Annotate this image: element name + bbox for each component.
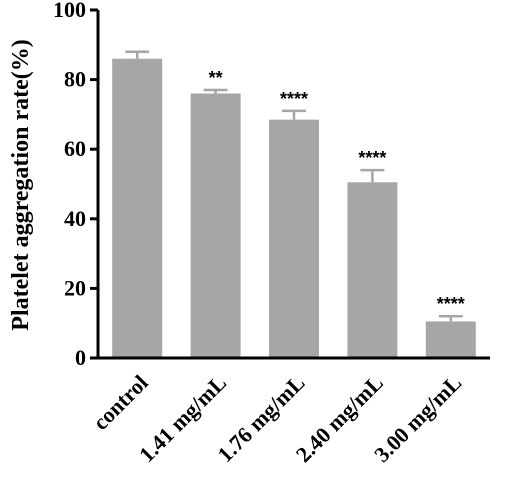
significance-label-4: ****	[437, 294, 465, 314]
category-label-0: control	[88, 370, 153, 435]
y-axis: 0 20 40 60 80 100	[53, 0, 100, 370]
significance-group: **************	[209, 68, 465, 314]
bars-group	[112, 58, 476, 359]
bar-3	[347, 182, 398, 358]
bar-0	[112, 58, 163, 358]
bar-2	[269, 119, 319, 359]
significance-label-2: ****	[280, 89, 308, 109]
y-tick-label-1: 20	[64, 275, 86, 300]
y-axis-label: Platelet aggregation rate(%)	[8, 39, 34, 330]
error-bars-group	[125, 50, 463, 322]
y-tick-label-3: 60	[64, 136, 86, 161]
y-tick-label-5: 100	[53, 0, 86, 22]
y-tick-label-2: 40	[64, 206, 86, 231]
y-tick-label-4: 80	[64, 67, 86, 92]
y-tick-label-0: 0	[75, 345, 86, 370]
bar-1	[190, 93, 241, 359]
significance-label-3: ****	[358, 148, 386, 168]
significance-label-1: **	[209, 68, 223, 88]
bar-4	[425, 321, 476, 358]
